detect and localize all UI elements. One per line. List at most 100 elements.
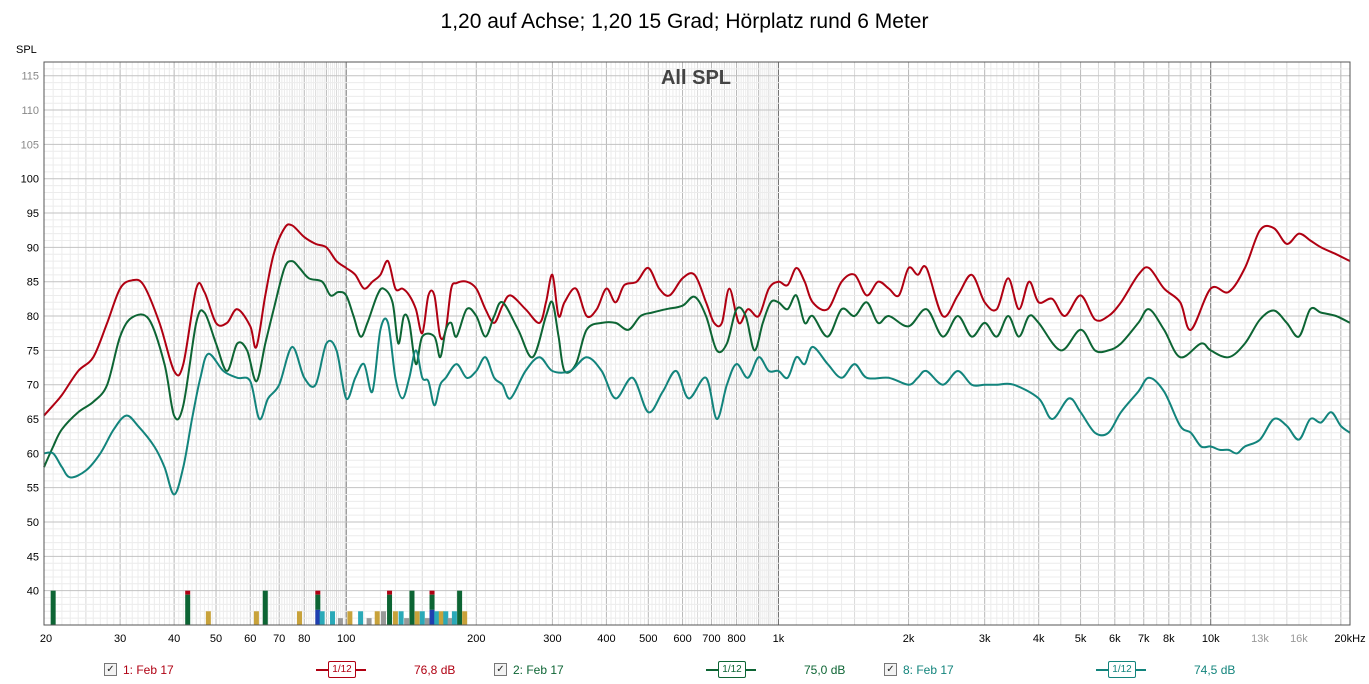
peak-marker xyxy=(398,611,404,625)
x-tick-label: 3k xyxy=(979,633,991,645)
spl-chart[interactable]: SPL All SPL 40 45 50 55 60 65 70 75 80 85 90 95 100 1… xyxy=(0,0,1369,655)
legend-smoothing-1[interactable]: 1/12 xyxy=(316,661,376,679)
x-tick-label: 8k xyxy=(1163,633,1175,645)
series-line-2 xyxy=(43,260,1351,468)
legend-db-1: 76,8 dB xyxy=(414,663,456,677)
x-tick-label: 70 xyxy=(273,633,285,645)
peak-marker xyxy=(315,609,321,625)
x-tick-label: 100 xyxy=(337,633,355,645)
legend-entry-3: ✓ 8: Feb 17 xyxy=(884,661,1084,679)
legend-label-2[interactable]: 2: Feb 17 xyxy=(513,663,564,677)
y-tick-label: 80 xyxy=(27,311,39,323)
y-tick-label: 105 xyxy=(21,139,39,151)
x-tick-label: 80 xyxy=(298,633,310,645)
peak-marker xyxy=(50,590,56,625)
legend-label-1[interactable]: 1: Feb 17 xyxy=(123,663,174,677)
y-tick-label: 110 xyxy=(21,105,39,117)
x-tick-label: 6k xyxy=(1109,633,1121,645)
peak-marker xyxy=(185,590,191,595)
peak-marker xyxy=(347,611,353,625)
y-tick-label: 40 xyxy=(27,586,39,598)
peak-marker xyxy=(262,590,268,625)
y-tick-label: 65 xyxy=(27,414,39,426)
x-tick-label: 400 xyxy=(597,633,615,645)
x-tick-label: 2k xyxy=(903,633,915,645)
legend-checkbox-2[interactable]: ✓ xyxy=(494,663,507,676)
x-tick-label: 1k xyxy=(773,633,785,645)
legend-checkbox-1[interactable]: ✓ xyxy=(104,663,117,676)
smoothing-label-3: 1/12 xyxy=(1108,661,1136,678)
legend-level-2: 75,0 dB xyxy=(804,661,864,679)
peak-marker xyxy=(253,611,259,625)
peak-marker xyxy=(429,594,435,610)
peak-marker xyxy=(414,611,420,625)
x-tick-label: 5k xyxy=(1075,633,1087,645)
legend-level-1: 76,8 dB xyxy=(414,661,474,679)
legend-checkbox-3[interactable]: ✓ xyxy=(884,663,897,676)
y-tick-label: 50 xyxy=(27,517,39,529)
peak-marker xyxy=(424,618,430,625)
x-tick-label: 20 xyxy=(40,633,52,645)
peak-marker xyxy=(185,594,191,625)
x-tick-label: 4k xyxy=(1033,633,1045,645)
y-tick-label: 90 xyxy=(27,242,39,254)
x-tick-label: 200 xyxy=(467,633,485,645)
peak-marker xyxy=(374,611,380,625)
y-tick-label: 115 xyxy=(21,71,39,83)
legend-smoothing-3[interactable]: 1/12 xyxy=(1096,661,1156,679)
x-tick-label: 7k xyxy=(1138,633,1150,645)
peak-marker xyxy=(429,609,435,625)
peak-marker xyxy=(337,618,343,625)
peak-marker xyxy=(409,590,415,625)
series-line-1 xyxy=(43,223,1351,417)
peak-marker xyxy=(392,611,398,625)
x-tick-label: 30 xyxy=(114,633,126,645)
peak-marker xyxy=(319,611,325,625)
peak-marker xyxy=(434,611,440,625)
legend-level-3: 74,5 dB xyxy=(1194,661,1254,679)
peak-marker xyxy=(419,611,425,625)
x-tick-label: 700 xyxy=(702,633,720,645)
peak-marker xyxy=(438,611,444,625)
legend-entry-1: ✓ 1: Feb 17 xyxy=(104,661,304,679)
plot-frame xyxy=(43,61,1351,626)
y-tick-label: 85 xyxy=(27,277,39,289)
x-tick-label: 600 xyxy=(673,633,691,645)
peak-marker xyxy=(315,594,321,610)
peak-marker xyxy=(451,611,457,625)
smoothing-label-2: 1/12 xyxy=(718,661,746,678)
legend-db-2: 75,0 dB xyxy=(804,663,846,677)
overlay-title: All SPL xyxy=(661,67,731,89)
x-tick-label: 500 xyxy=(639,633,657,645)
peak-marker xyxy=(297,611,303,625)
legend-smoothing-2[interactable]: 1/12 xyxy=(706,661,766,679)
x-tick-label: 13k xyxy=(1251,633,1269,645)
chart-title: 1,20 auf Achse; 1,20 15 Grad; Hörplatz r… xyxy=(440,10,929,33)
y-tick-label: 60 xyxy=(27,448,39,460)
x-tick-label: 40 xyxy=(168,633,180,645)
peak-marker xyxy=(387,594,393,625)
peak-marker xyxy=(330,611,336,625)
peak-marker xyxy=(387,590,393,595)
x-tick-label: 20kHz xyxy=(1334,633,1365,645)
peak-marker xyxy=(358,611,364,625)
smoothing-badge-2: 1/12 xyxy=(706,661,756,678)
legend-db-3: 74,5 dB xyxy=(1194,663,1236,677)
smoothing-label-1: 1/12 xyxy=(328,661,356,678)
smoothing-badge-1: 1/12 xyxy=(316,661,366,678)
y-tick-label: 55 xyxy=(27,483,39,495)
legend-label-3[interactable]: 8: Feb 17 xyxy=(903,663,954,677)
smoothing-badge-3: 1/12 xyxy=(1096,661,1146,678)
x-tick-label: 60 xyxy=(244,633,256,645)
peak-marker xyxy=(315,590,321,595)
peak-marker xyxy=(447,618,453,625)
peak-marker xyxy=(380,611,386,625)
peak-marker xyxy=(366,618,372,625)
legend-entry-2: ✓ 2: Feb 17 xyxy=(494,661,694,679)
peak-marker xyxy=(443,611,449,625)
y-tick-label: 95 xyxy=(27,208,39,220)
x-tick-label: 800 xyxy=(727,633,745,645)
peak-marker xyxy=(404,618,410,625)
y-tick-label: 45 xyxy=(27,551,39,563)
peak-marker xyxy=(429,590,435,595)
